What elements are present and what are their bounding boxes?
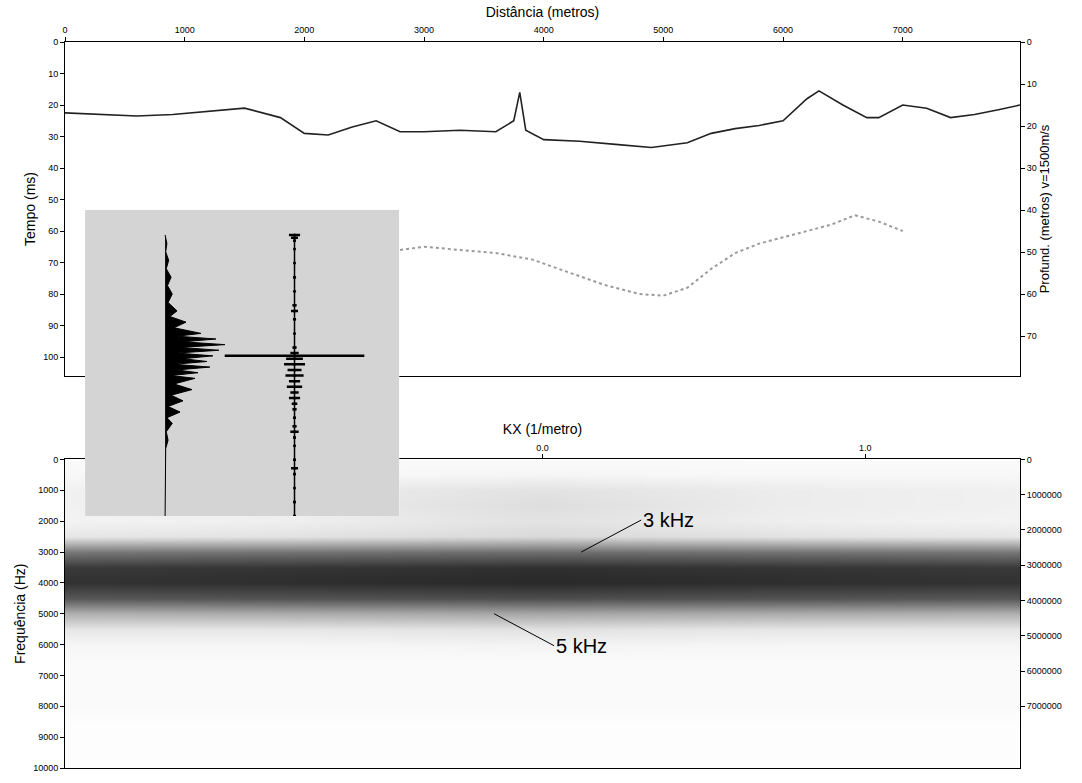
svg-text:1.0: 1.0: [859, 443, 872, 453]
svg-text:8000: 8000: [38, 701, 58, 711]
svg-text:1000: 1000: [175, 25, 195, 35]
svg-text:40: 40: [48, 163, 58, 173]
svg-text:3000: 3000: [414, 25, 434, 35]
svg-text:5000000: 5000000: [1027, 631, 1062, 641]
svg-text:20: 20: [48, 100, 58, 110]
svg-text:3000: 3000: [38, 547, 58, 557]
svg-text:10: 10: [48, 69, 58, 79]
svg-text:9000: 9000: [38, 732, 58, 742]
svg-text:Frequência (Hz): Frequência (Hz): [12, 564, 28, 664]
svg-text:20: 20: [1027, 121, 1037, 131]
svg-text:7000000: 7000000: [1027, 701, 1062, 711]
svg-text:50: 50: [48, 195, 58, 205]
svg-text:6000: 6000: [38, 640, 58, 650]
svg-text:2000000: 2000000: [1027, 525, 1062, 535]
svg-text:10: 10: [1027, 79, 1037, 89]
svg-text:Distância (metros): Distância (metros): [486, 4, 600, 20]
svg-text:40: 40: [1027, 205, 1037, 215]
svg-text:100: 100: [43, 352, 58, 362]
svg-text:1000: 1000: [38, 485, 58, 495]
svg-text:60: 60: [1027, 289, 1037, 299]
svg-text:2000: 2000: [294, 25, 314, 35]
svg-text:4000000: 4000000: [1027, 596, 1062, 606]
svg-text:6000000: 6000000: [1027, 666, 1062, 676]
svg-text:30: 30: [1027, 163, 1037, 173]
svg-text:Profund. (metros) v=1500m/s: Profund. (metros) v=1500m/s: [1037, 124, 1052, 293]
svg-text:KX (1/metro): KX (1/metro): [503, 421, 582, 437]
svg-text:7000: 7000: [38, 671, 58, 681]
svg-text:3 kHz: 3 kHz: [643, 509, 694, 531]
svg-text:0: 0: [1027, 455, 1032, 465]
svg-text:3000000: 3000000: [1027, 560, 1062, 570]
svg-text:0: 0: [62, 25, 67, 35]
svg-text:Tempo (ms): Tempo (ms): [22, 172, 38, 246]
svg-text:6000: 6000: [773, 25, 793, 35]
svg-text:80: 80: [48, 289, 58, 299]
svg-text:0.0: 0.0: [536, 443, 549, 453]
svg-text:5 kHz: 5 kHz: [556, 635, 607, 657]
svg-text:70: 70: [48, 258, 58, 268]
svg-text:0: 0: [1027, 37, 1032, 47]
svg-text:0: 0: [53, 37, 58, 47]
svg-text:4000: 4000: [38, 578, 58, 588]
svg-text:0: 0: [53, 455, 58, 465]
svg-text:50: 50: [1027, 247, 1037, 257]
svg-text:60: 60: [48, 226, 58, 236]
svg-text:10000: 10000: [33, 763, 58, 773]
svg-text:4000: 4000: [534, 25, 554, 35]
svg-text:5000: 5000: [653, 25, 673, 35]
svg-text:70: 70: [1027, 331, 1037, 341]
svg-text:1000000: 1000000: [1027, 490, 1062, 500]
svg-text:7000: 7000: [893, 25, 913, 35]
svg-text:5000: 5000: [38, 609, 58, 619]
svg-text:90: 90: [48, 321, 58, 331]
svg-text:30: 30: [48, 132, 58, 142]
svg-text:2000: 2000: [38, 516, 58, 526]
